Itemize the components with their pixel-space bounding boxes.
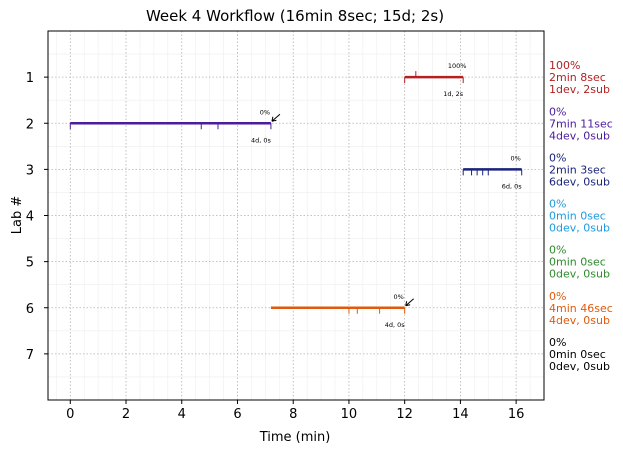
x-tick-label: 0 [66, 407, 74, 422]
x-axis-label: Time (min) [259, 430, 331, 445]
lab-summary-line: 1dev, 2sub [549, 83, 610, 96]
y-tick-label: 1 [26, 71, 34, 86]
x-tick-label: 2 [122, 407, 130, 422]
x-tick-label: 6 [233, 407, 241, 422]
lab-summary-line: 0% [549, 105, 566, 118]
bars: 100% 1d, 2s 0% 4d, 0s 0% 6d, 0s 0% 4d, 0s [69, 62, 523, 329]
lab-summary-line: 7min 11sec [549, 117, 613, 130]
lab-summary: 0% 2min 3sec 6dev, 0sub [549, 151, 610, 188]
y-tick-label: 6 [26, 302, 34, 317]
lab-summary-line: 0% [549, 198, 566, 211]
lab-summary-line: 4dev, 0sub [549, 129, 610, 142]
percent-label: 0% [511, 154, 521, 162]
lab-summary: 0% 4min 46sec 4dev, 0sub [549, 290, 613, 327]
lab-summary-line: 0dev, 0sub [549, 268, 610, 281]
lab-summary-line: 0dev, 0sub [549, 222, 610, 235]
percent-label: 0% [394, 293, 404, 301]
lab-summary: 0% 0min 0sec 0dev, 0sub [549, 336, 610, 373]
lab-summary-line: 0% [549, 290, 566, 303]
y-tick-label: 7 [26, 348, 34, 363]
lab-summary-line: 100% [549, 59, 580, 72]
lab-summary-line: 0dev, 0sub [549, 360, 610, 373]
lab-summary-line: 4dev, 0sub [549, 314, 610, 327]
chart-title: Week 4 Workflow (16min 8sec; 15d; 2s) [146, 7, 444, 25]
lab-summary-line: 2min 3sec [549, 163, 606, 176]
y-tick-label: 2 [26, 117, 34, 132]
y-tick-label: 5 [26, 256, 34, 271]
x-tick-label: 10 [341, 407, 358, 422]
lab-summary-line: 0% [549, 151, 566, 164]
lab-summary-line: 2min 8sec [549, 71, 606, 84]
y-axis-label: Lab # [10, 196, 25, 235]
lab-summary: 0% 7min 11sec 4dev, 0sub [549, 105, 613, 142]
arrow-marker [405, 298, 415, 307]
lab-summary: 100% 2min 8sec 1dev, 2sub [549, 59, 610, 96]
x-tick-label: 12 [396, 407, 413, 422]
x-tick-label: 16 [508, 407, 525, 422]
y-tick-label: 4 [26, 210, 34, 225]
lab-summary: 0% 0min 0sec 0dev, 0sub [549, 198, 610, 235]
count-label: 4d, 0s [251, 136, 272, 144]
lab-summary-line: 0min 0sec [549, 256, 606, 269]
y-tick-label: 3 [26, 163, 34, 178]
count-label: 4d, 0s [385, 321, 406, 329]
count-label: 1d, 2s [443, 90, 464, 98]
arrow-marker [271, 113, 281, 122]
grid [48, 31, 545, 400]
lab-summary-line: 0min 0sec [549, 348, 606, 361]
lab-summary: 0% 0min 0sec 0dev, 0sub [549, 244, 610, 281]
count-label: 6d, 0s [502, 182, 523, 190]
percent-label: 100% [448, 62, 467, 70]
lab-summary-line: 0min 0sec [549, 210, 606, 223]
x-tick-label: 4 [178, 407, 186, 422]
lab-summary-line: 4min 46sec [549, 302, 613, 315]
x-tick-label: 14 [452, 407, 469, 422]
lab-summary-line: 0% [549, 336, 566, 349]
x-tick-label: 8 [289, 407, 297, 422]
percent-label: 0% [260, 108, 270, 116]
lab-summary-line: 6dev, 0sub [549, 175, 610, 188]
lab-summary-line: 0% [549, 244, 566, 257]
